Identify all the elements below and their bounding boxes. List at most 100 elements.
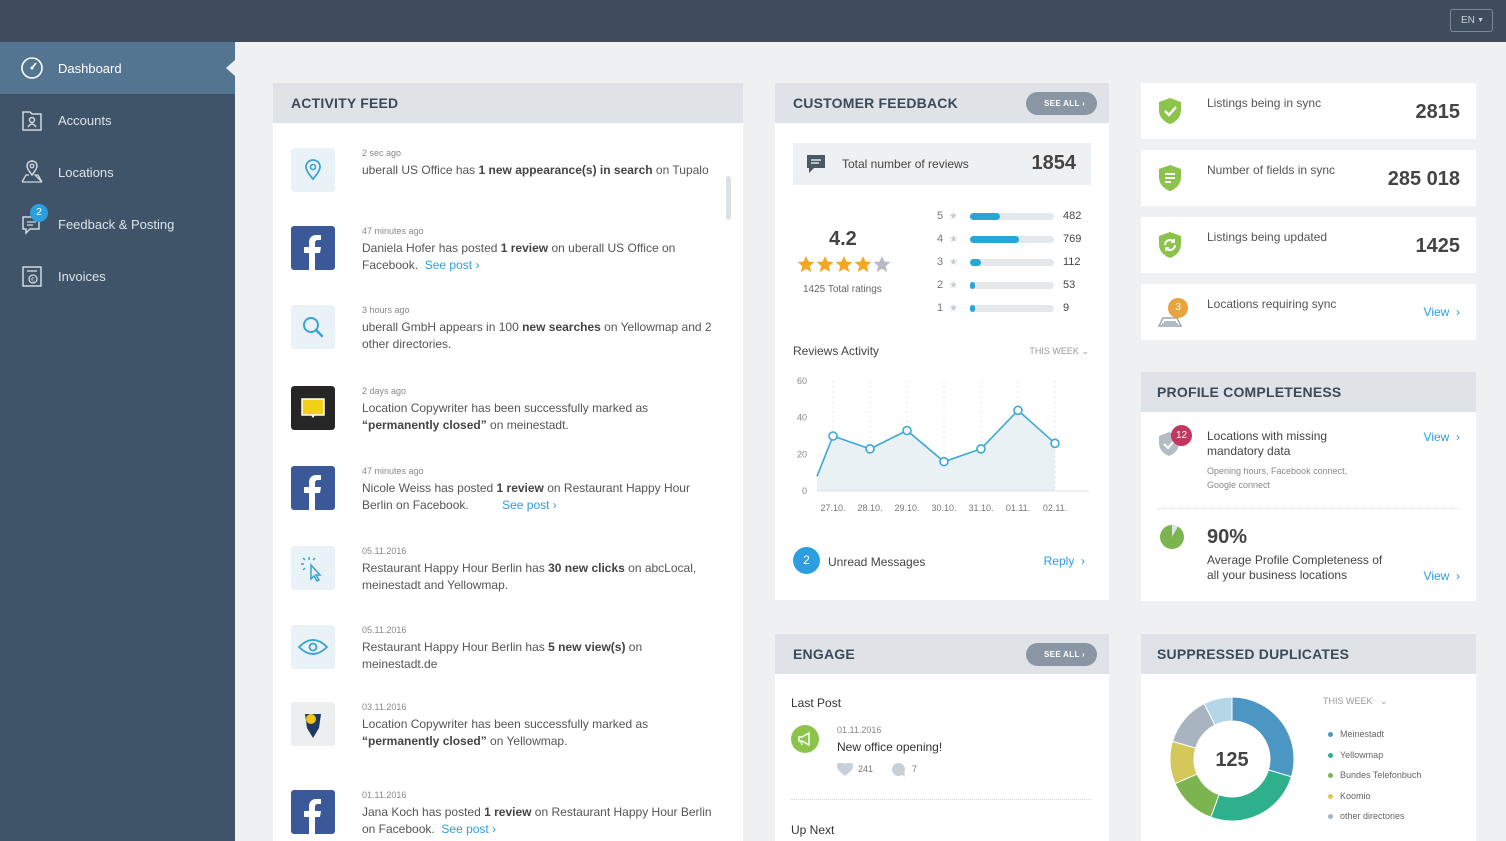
chevron-right-icon: ›: [1082, 650, 1085, 659]
view-label: View: [1423, 305, 1450, 319]
data-point[interactable]: [939, 456, 949, 467]
stat-card-locations-requiring-sync: 3 Locations requiring sync View ›: [1141, 284, 1476, 340]
stat-label: Listings being in sync: [1207, 96, 1322, 110]
sidebar-item-invoices[interactable]: € Invoices: [0, 250, 235, 302]
locations-warning-icon: [1157, 317, 1183, 327]
legend-label: Yellowmap: [1340, 749, 1384, 760]
data-point[interactable]: [1050, 438, 1060, 449]
reviews-activity-title: Reviews Activity: [793, 344, 880, 358]
x-tick-label: 02.11.: [1043, 503, 1067, 513]
legend-item: Yellowmap: [1328, 745, 1421, 766]
legend-label: Meinestadt: [1340, 729, 1385, 739]
feed-text-part: Daniela Hofer has posted: [362, 241, 501, 255]
feed-time: 01.11.2016: [362, 790, 407, 800]
x-tick-label: 01.11.: [1006, 503, 1030, 513]
feed-text-part: on Yellowmap and 2 other directories.: [362, 320, 712, 351]
feed-text-part: on abcLocal, meinestadt and Yellowmap.: [362, 561, 697, 592]
data-point[interactable]: [865, 444, 875, 454]
feed-text-part: on Yellowmap.: [486, 734, 568, 748]
likes-count: 241: [858, 764, 874, 774]
see-all-button[interactable]: SEE ALL ›: [1026, 643, 1097, 666]
reply-link[interactable]: Reply ›: [1044, 554, 1085, 568]
rating-bar-track: [970, 236, 1054, 243]
chevron-down-icon: ⌄: [1081, 346, 1089, 356]
donut-slice[interactable]: [1210, 769, 1293, 822]
customer-feedback-header: CUSTOMER FEEDBACK SEE ALL ›: [775, 83, 1109, 123]
sidebar-item-locations[interactable]: Locations: [0, 146, 235, 198]
sidebar-item-label: Feedback & Posting: [58, 216, 175, 232]
facebook-icon: [291, 790, 335, 834]
yellowmap-icon: [291, 702, 335, 746]
rating-star-label: 3: [937, 256, 944, 268]
period-selector[interactable]: THIS WEEK ⌄: [1029, 346, 1089, 357]
see-all-button[interactable]: SEE ALL ›: [1026, 92, 1097, 115]
engage-title: ENGAGE: [793, 646, 855, 662]
data-point[interactable]: [828, 431, 838, 441]
view-locations-link[interactable]: View ›: [1424, 305, 1460, 319]
see-post-link[interactable]: See post ›: [502, 498, 557, 512]
profile-completeness-title: PROFILE COMPLETENESS: [1141, 372, 1476, 412]
sidebar: Dashboard Accounts Locations 2 Feedback …: [0, 42, 235, 841]
stat-label: Listings being updated: [1207, 230, 1328, 244]
feed-text: uberall GmbH appears in 100 new searches…: [362, 319, 712, 353]
star-icon: ★: [949, 303, 958, 314]
stat-value: 1425: [1415, 235, 1461, 257]
shield-refresh-icon: [1159, 232, 1181, 258]
activity-feed-title: ACTIVITY FEED: [273, 83, 743, 123]
rating-bar-track: [970, 259, 1054, 266]
location-pin-icon: [291, 148, 335, 192]
language-selector[interactable]: EN ▼: [1450, 9, 1493, 32]
x-tick-label: 27.10.: [820, 503, 845, 513]
total-reviews-row: Total number of reviews 1854: [793, 143, 1091, 185]
feed-text: Daniela Hofer has posted 1 review on ube…: [362, 240, 712, 274]
last-post-label: Last Post: [791, 696, 842, 710]
data-point[interactable]: [1013, 405, 1023, 416]
post-date: 01.11.2016: [837, 725, 882, 735]
feed-text-part: on uberall US Office on Facebook.: [362, 241, 676, 272]
click-icon: [291, 546, 335, 590]
y-tick-label: 40: [797, 413, 807, 423]
legend-dot: [1328, 814, 1333, 820]
rating-star-label: 2: [937, 279, 944, 291]
rating-bar-track: [970, 282, 1054, 289]
sidebar-item-label: Accounts: [58, 112, 112, 128]
invoice-icon: €: [22, 266, 42, 287]
data-point[interactable]: [976, 444, 986, 454]
engage-panel: ENGAGE SEE ALL › Last Post 01.11.2016 Ne…: [775, 634, 1109, 841]
feed-text: Jana Koch has posted 1 review on Restaur…: [362, 804, 712, 838]
feed-time: 03.11.2016: [362, 702, 407, 712]
period-selector[interactable]: THIS WEEK ⌄: [1323, 696, 1388, 707]
stat-value: 2815: [1415, 101, 1461, 123]
feed-text-part: uberall US Office has: [362, 163, 479, 177]
view-missing-data-link[interactable]: View ›: [1424, 430, 1460, 444]
total-reviews-value: 1854: [1031, 152, 1077, 174]
donut-slice[interactable]: [1203, 696, 1233, 726]
stat-value: 285 018: [1387, 168, 1460, 190]
view-completeness-link[interactable]: View ›: [1424, 569, 1460, 583]
sidebar-item-accounts[interactable]: Accounts: [0, 94, 235, 146]
legend-label: Bundes Telefonbuch: [1340, 770, 1422, 780]
feed-text-bold: 5 new view(s): [548, 640, 626, 654]
see-post-label: See post: [441, 822, 489, 836]
sidebar-item-label: Invoices: [58, 268, 106, 284]
period-label: THIS WEEK: [1029, 346, 1079, 356]
missing-data-label: Locations with missing mandatory data: [1207, 429, 1328, 458]
feed-scrollbar[interactable]: [726, 176, 731, 220]
donut-total: 125: [1215, 749, 1248, 771]
see-all-label: SEE ALL: [1044, 650, 1080, 659]
data-point[interactable]: [902, 425, 912, 436]
legend-item: Bundes Telefonbuch: [1328, 765, 1421, 786]
total-ratings: 1425 Total ratings: [803, 284, 882, 295]
sidebar-item-dashboard[interactable]: Dashboard: [0, 42, 235, 94]
customer-feedback-title: CUSTOMER FEEDBACK: [793, 95, 958, 111]
feed-text-bold: “permanently closed”: [362, 734, 487, 748]
feed-text-part: uberall GmbH appears in 100: [362, 320, 523, 334]
star-icon: ★: [949, 211, 958, 222]
view-label: View: [1423, 430, 1450, 444]
legend-dot: [1328, 793, 1333, 799]
sidebar-item-feedback-posting[interactable]: 2 Feedback & Posting: [0, 198, 235, 250]
view-label: View: [1423, 569, 1450, 583]
engage-header: ENGAGE SEE ALL ›: [775, 634, 1109, 674]
see-post-link[interactable]: See post ›: [425, 258, 480, 272]
see-post-link[interactable]: See post ›: [441, 822, 496, 836]
